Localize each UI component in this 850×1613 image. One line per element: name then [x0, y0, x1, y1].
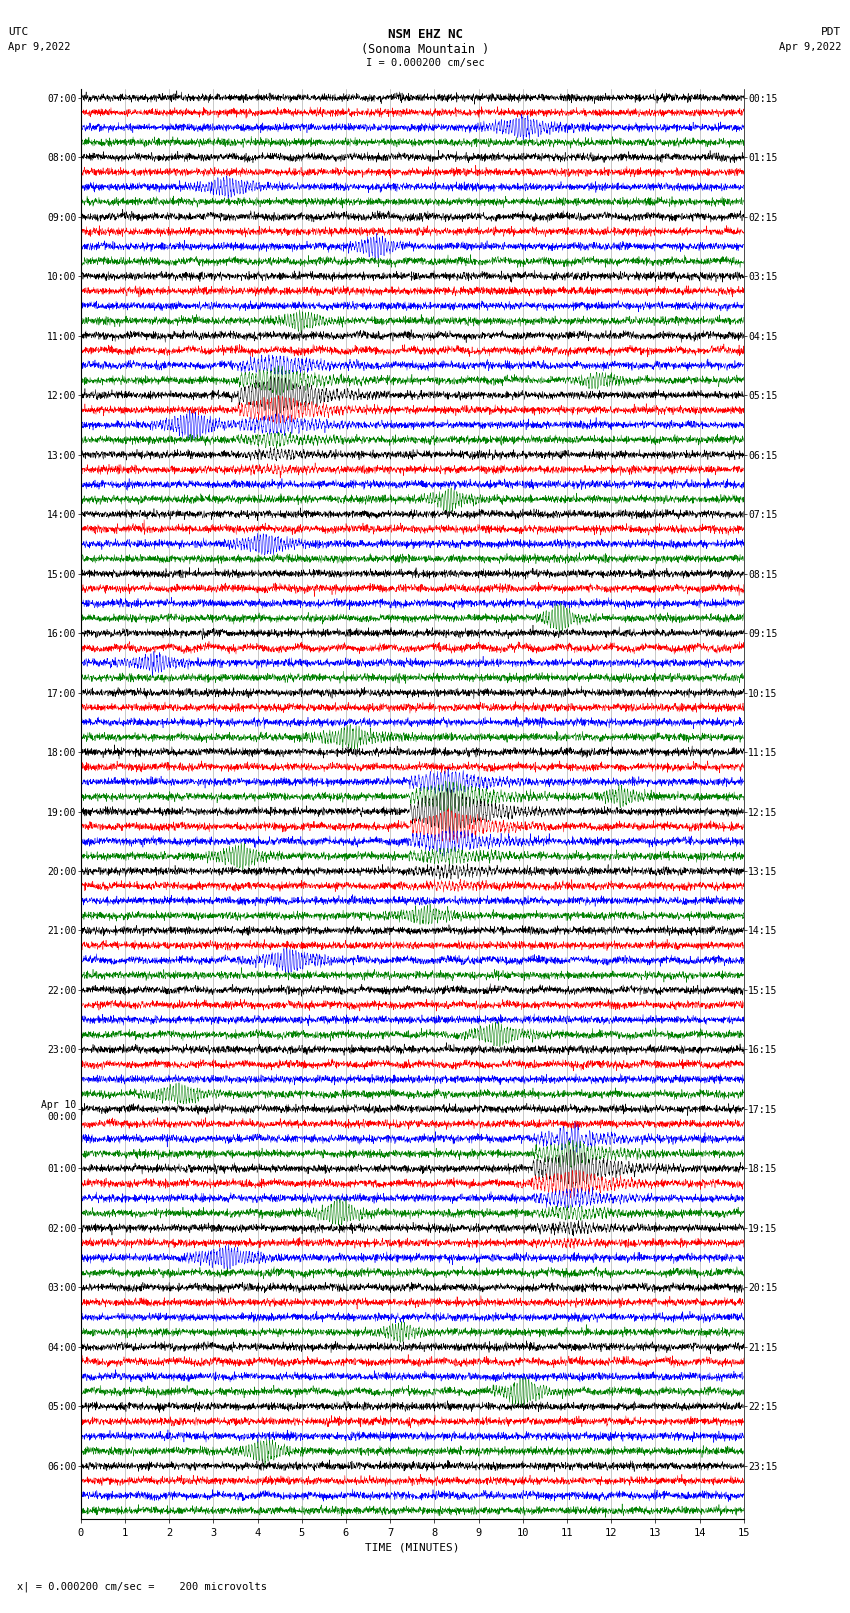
X-axis label: TIME (MINUTES): TIME (MINUTES) [365, 1542, 460, 1553]
Text: PDT: PDT [821, 27, 842, 37]
Text: NSM EHZ NC: NSM EHZ NC [388, 27, 462, 42]
Text: I = 0.000200 cm/sec: I = 0.000200 cm/sec [366, 58, 484, 68]
Text: Apr 9,2022: Apr 9,2022 [779, 42, 842, 52]
Text: Apr 9,2022: Apr 9,2022 [8, 42, 71, 52]
Text: UTC: UTC [8, 27, 29, 37]
Text: x| = 0.000200 cm/sec =    200 microvolts: x| = 0.000200 cm/sec = 200 microvolts [17, 1582, 267, 1592]
Text: (Sonoma Mountain ): (Sonoma Mountain ) [361, 42, 489, 56]
